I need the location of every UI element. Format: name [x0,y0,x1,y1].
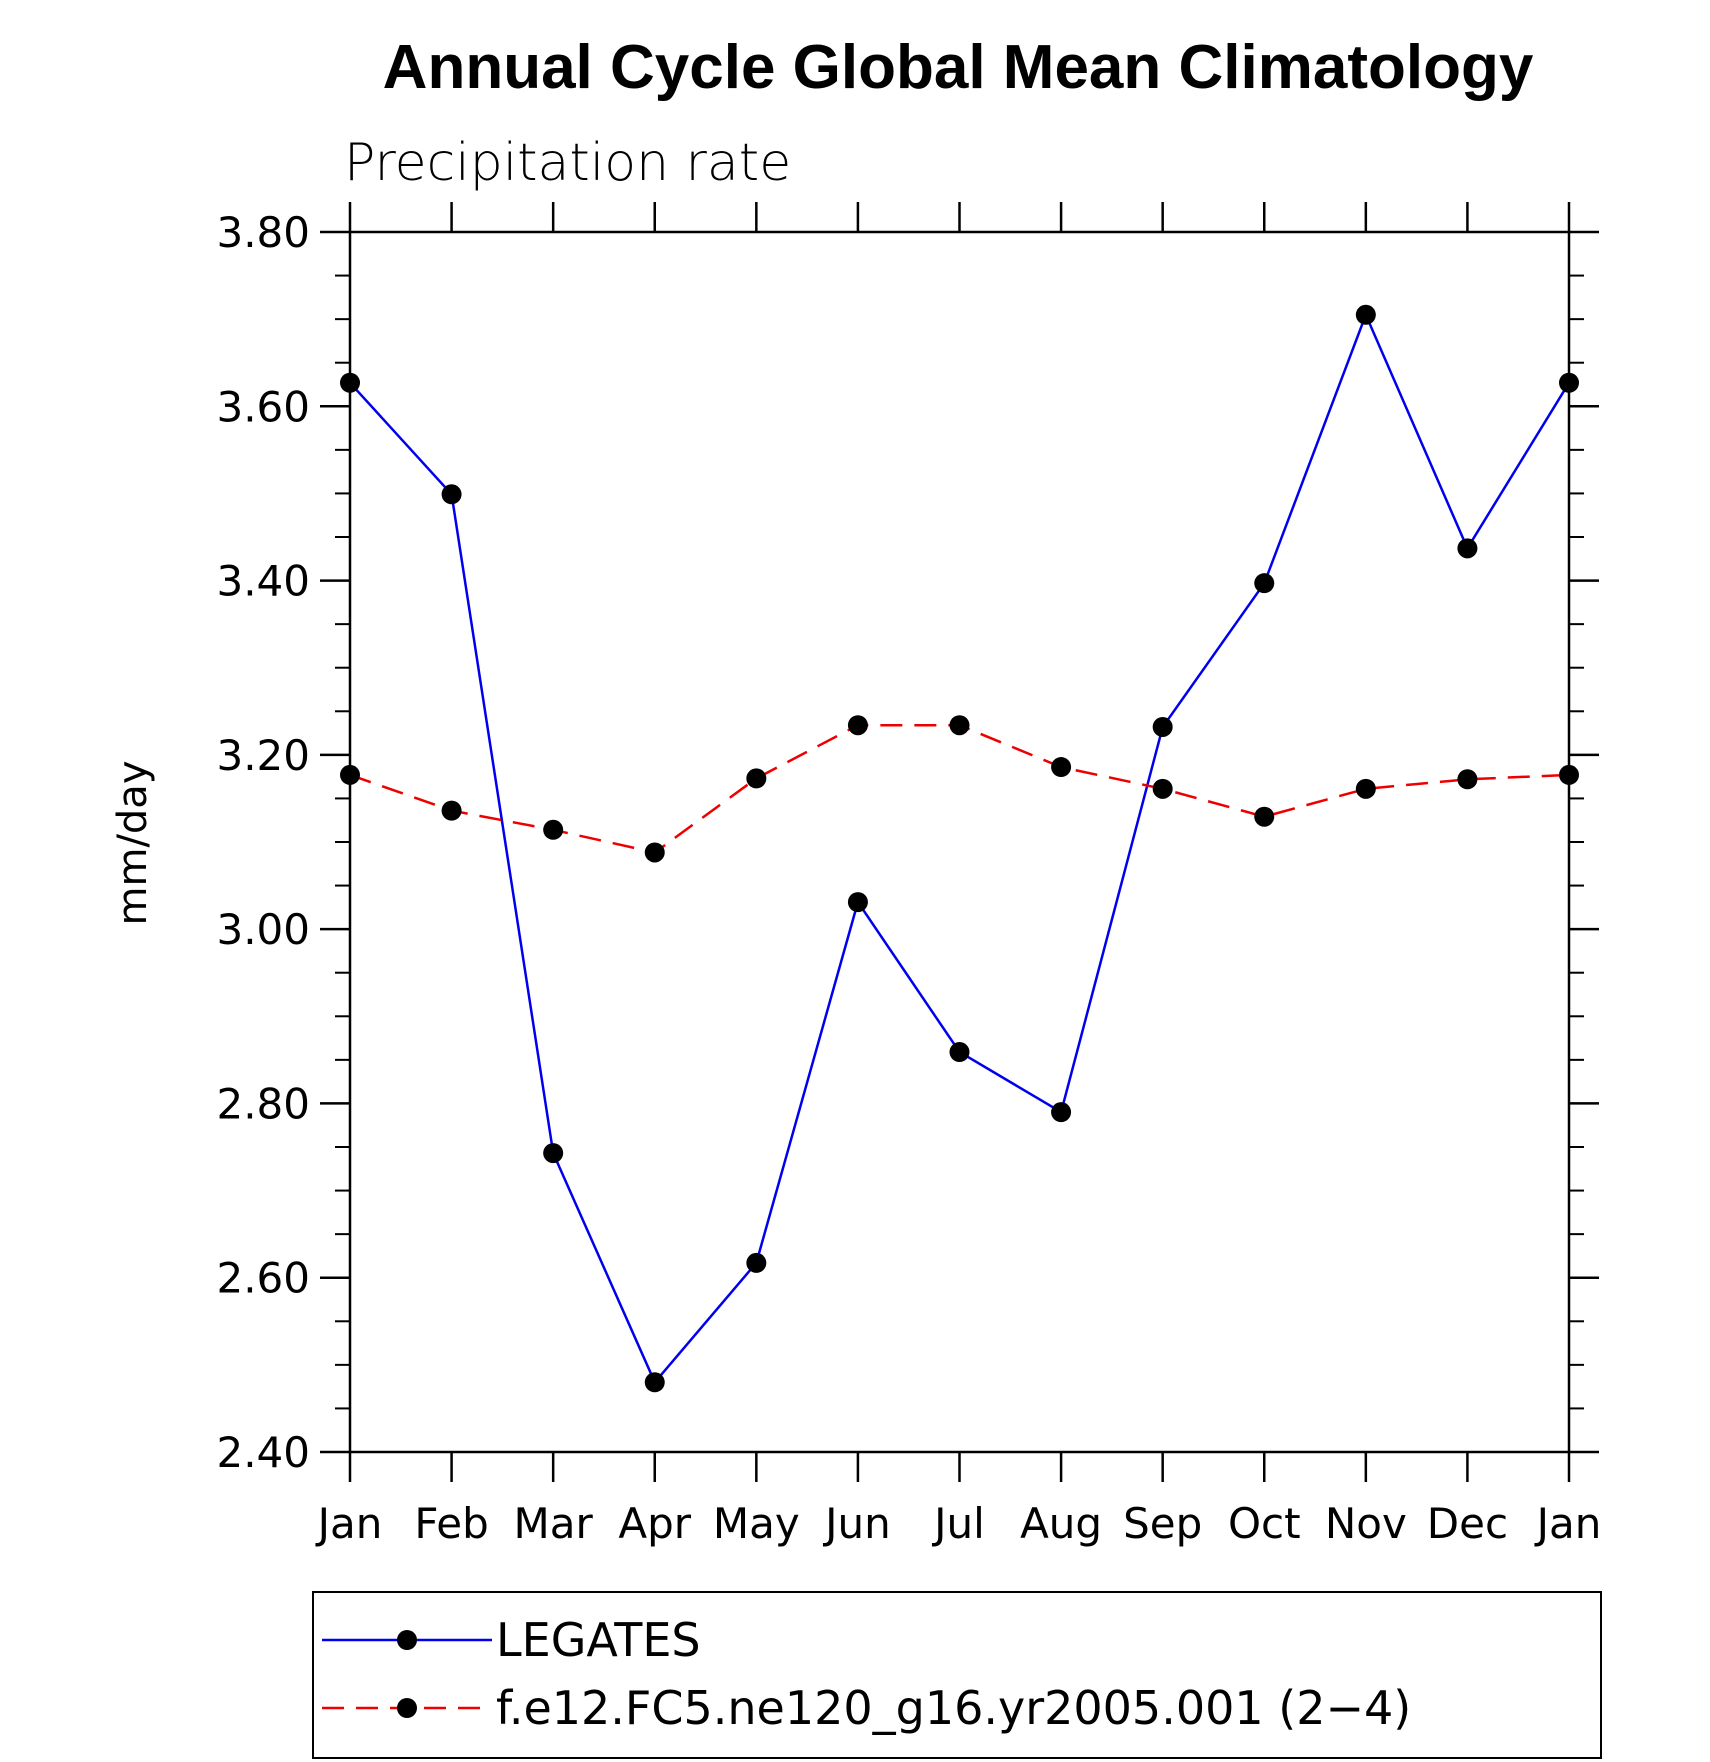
data-point [340,372,360,393]
x-tick-label: Oct [1228,1499,1301,1548]
y-axis-label: mm/day [110,761,156,926]
legend-box [312,1591,1602,1759]
data-point [1457,538,1478,559]
x-tick-label: Apr [618,1499,691,1548]
data-point [949,1042,970,1063]
x-tick-label: Feb [414,1499,488,1548]
data-point [1559,764,1579,785]
y-tick-label: 2.40 [216,1428,310,1477]
y-tick-label: 3.20 [216,731,310,780]
y-tick-label: 3.00 [216,905,310,954]
series-line [349,723,1570,854]
data-point [847,892,868,913]
data-point [543,819,564,840]
y-tick-label: 2.60 [216,1254,310,1303]
y-tick-label: 2.80 [216,1079,310,1128]
data-point [340,764,360,785]
series-markers [340,304,1579,1393]
x-tick-label: Jul [931,1499,985,1548]
legend-label: LEGATES [496,1613,701,1667]
data-point [1355,304,1376,325]
chart-title: Annual Cycle Global Mean Climatology [383,33,1534,102]
data-point [1051,1102,1072,1123]
data-point [644,842,665,863]
x-tick-label: May [713,1499,800,1548]
data-point [1559,372,1579,393]
legend-items: LEGATES f.e12.FC5.ne120_g16.yr2005.001 (2… [322,1613,1411,1735]
data-point [1457,769,1478,790]
data-point [1254,573,1275,594]
data-point [1355,778,1376,799]
x-tick-label: Jan [1534,1499,1602,1548]
legend: LEGATES f.e12.FC5.ne120_g16.yr2005.001 (2… [312,1591,1602,1759]
plot-frame [348,230,1571,1454]
series-lines [349,311,1571,1385]
x-tick-label: Aug [1020,1499,1102,1548]
x-tick-label: Jun [822,1499,891,1548]
data-point [1254,806,1275,827]
data-point [746,1252,767,1273]
data-point [1152,716,1173,737]
x-tick-label: Mar [514,1499,594,1548]
x-tick-label: Dec [1427,1499,1508,1548]
data-point [543,1143,564,1164]
x-tick-label: Jan [315,1499,383,1548]
data-point [441,800,462,821]
data-point [847,715,868,736]
chart-subtitle: Precipitation rate [344,133,791,193]
series-line [349,311,1571,1385]
x-tick-label: Sep [1123,1499,1202,1548]
data-point [1051,757,1072,778]
y-tick-label: 3.80 [216,208,310,257]
data-point [746,768,767,789]
x-tick-label: Nov [1325,1499,1407,1548]
data-point [1152,778,1173,799]
data-point [441,484,462,505]
legend-marker [397,1698,417,1718]
data-point [949,715,970,736]
data-point [644,1372,665,1393]
y-tick-label: 3.40 [216,557,310,606]
legend-marker [397,1630,417,1650]
y-tick-label: 3.60 [216,382,310,431]
axes: 2.40 2.60 2.80 3.00 3.20 3.40 3.60 3.80 Jan Feb Ma… [216,202,1601,1548]
legend-label: f.e12.FC5.ne120_g16.yr2005.001 (2−4) [496,1681,1411,1735]
